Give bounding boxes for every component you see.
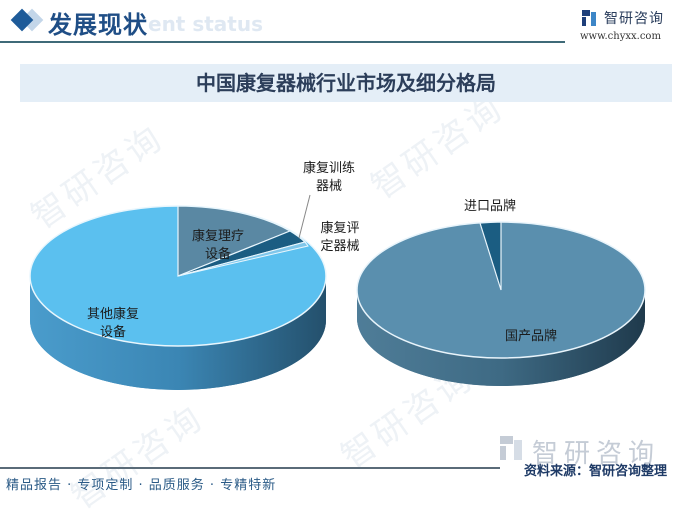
header-divider — [0, 41, 565, 43]
label-domestic-brand: 国产品牌 — [504, 329, 557, 344]
pie-charts — [29, 194, 646, 390]
chart-title-bar: 中国康复器械行业市场及细分格局 — [20, 64, 672, 102]
footer-logo-text: 智研咨询 — [532, 439, 661, 469]
page-header: ent status 发展现状 智研咨询 www.chyxx.com — [0, 0, 690, 52]
data-source: 资料来源：智研咨询整理 — [524, 464, 668, 479]
label-line: 设备 — [99, 325, 126, 340]
label-line: 康复理疗 — [191, 229, 244, 244]
footer-tagline: 精品报告 · 专项定制 · 品质服务 · 专精特新 — [6, 478, 277, 493]
label-assessment-equipment: 康复评 定器械 — [312, 220, 368, 256]
label-training-equipment: 康复训练 器械 — [296, 160, 362, 196]
brand-url: www.chyxx.com — [580, 31, 661, 42]
section-title: 发展现状 — [48, 10, 148, 39]
label-line: 康复训练 — [302, 161, 355, 176]
label-line: 康复评 — [320, 221, 360, 236]
right-pie — [356, 221, 646, 386]
label-line: 器械 — [315, 179, 342, 194]
label-line: 设备 — [204, 247, 231, 262]
chart-title: 中国康复器械行业市场及细分格局 — [196, 71, 496, 95]
label-line: 其他康复 — [86, 307, 139, 322]
section-subtitle: ent status — [148, 12, 263, 36]
label-physio-equipment: 康复理疗 设备 — [176, 228, 260, 264]
watermark: 智研咨询 — [64, 397, 212, 518]
label-imported-brand: 进口品牌 — [463, 199, 516, 214]
brand-logo-icon — [582, 10, 596, 26]
left-pie — [29, 205, 327, 390]
label-other-equipment: 其他康复 设备 — [76, 306, 150, 342]
footer-logo-icon — [500, 436, 522, 460]
footer-divider — [0, 467, 500, 469]
label-line: 定器械 — [320, 239, 360, 254]
brand-name: 智研咨询 — [604, 11, 664, 27]
